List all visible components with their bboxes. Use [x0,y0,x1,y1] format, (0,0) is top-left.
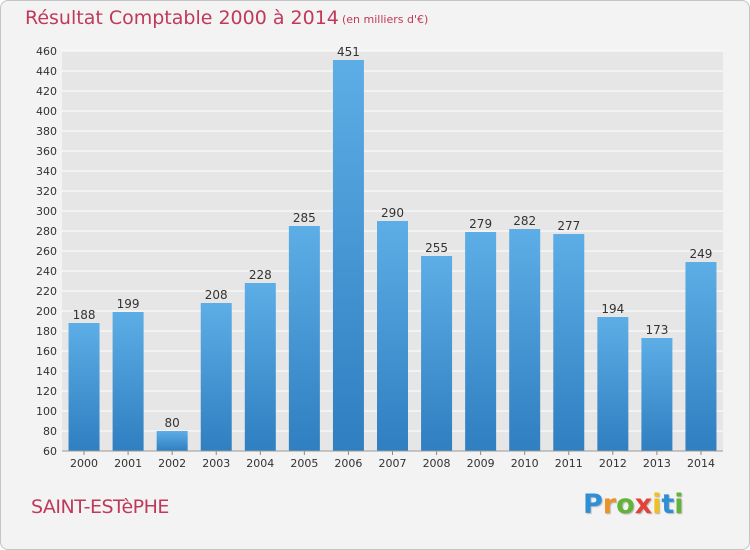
x-tick-label-2004: 2004 [246,457,274,470]
x-tick-label-2008: 2008 [423,457,451,470]
data-label-2007: 290 [381,206,404,220]
data-label-2010: 282 [513,214,536,228]
data-label-2004: 228 [249,268,272,282]
y-tick-label: 60 [43,445,57,458]
data-label-2008: 255 [425,241,448,255]
x-tick-label-2014: 2014 [687,457,715,470]
data-label-2013: 173 [645,323,668,337]
bar-2013 [641,338,673,451]
y-tick-label: 300 [36,205,57,218]
data-label-2011: 277 [557,219,580,233]
y-tick-label: 400 [36,105,57,118]
bar-2005 [288,226,320,451]
y-tick-label: 220 [36,285,57,298]
logo-letter: t [661,489,675,520]
commune-name: SAINT-ESTèPHE [31,496,169,518]
x-tick-label-2012: 2012 [599,457,627,470]
y-tick-label: 280 [36,225,57,238]
data-label-2003: 208 [205,288,228,302]
bar-2001 [112,312,144,451]
x-tick-label-2009: 2009 [467,457,495,470]
bar-2007 [377,221,408,451]
y-tick-label: 380 [36,125,57,138]
x-tick-label-2010: 2010 [511,457,539,470]
logo-letter: o [616,489,635,520]
x-tick-label-2003: 2003 [202,457,230,470]
data-label-2000: 188 [73,308,96,322]
x-tick-label-2011: 2011 [555,457,583,470]
x-tick-label-2002: 2002 [158,457,186,470]
logo-letter: i [652,489,662,520]
bar-2009 [465,232,497,451]
y-tick-label: 460 [36,45,57,58]
y-axis-ticks: 60 80 100 120 140 160 180 200 220 240 260 280 300 320… [36,45,57,458]
x-tick-label-2001: 2001 [114,457,142,470]
proxiti-logo[interactable]: Proxiti [583,489,684,520]
bar-2004 [244,283,276,451]
bars [68,60,717,451]
x-tick-label-2013: 2013 [643,457,671,470]
logo-letter: r [602,489,617,520]
x-axis-ticks: 2000 2001 2002 2003 2004 2005 2006 2007 2008 2009… [70,451,715,470]
y-tick-label: 440 [36,65,57,78]
bar-2014 [685,262,717,451]
chart-title: Résultat Comptable 2000 à 2014 [25,7,339,29]
y-tick-label: 240 [36,265,57,278]
x-tick-label-2005: 2005 [290,457,318,470]
logo-letter: P [583,489,603,520]
y-tick-label: 320 [36,185,57,198]
y-tick-label: 120 [36,385,57,398]
data-label-2006: 451 [337,45,360,59]
bar-2003 [200,303,232,451]
y-tick-label: 180 [36,325,57,338]
x-tick-label-2007: 2007 [379,457,407,470]
data-label-2009: 279 [469,217,492,231]
x-tick-label-2000: 2000 [70,457,98,470]
bar-2010 [509,229,541,451]
x-tick-label-2006: 2006 [334,457,362,470]
y-tick-label: 200 [36,305,57,318]
y-tick-label: 340 [36,165,57,178]
bar-2008 [421,256,453,451]
y-tick-label: 80 [43,425,57,438]
data-label-2012: 194 [601,302,624,316]
logo-letter: x [634,489,653,520]
bar-2006 [332,60,364,451]
logo-letter: i [674,489,684,520]
bar-2012 [597,317,629,451]
y-tick-label: 100 [36,405,57,418]
chart-unit: (en milliers d'€) [342,13,429,26]
bar-2000 [68,323,100,451]
y-tick-label: 420 [36,85,57,98]
data-label-2002: 80 [165,416,180,430]
data-labels: 188 199 80 208 228 285 451 290 255 279 282 277 194 17… [73,45,713,430]
data-label-2001: 199 [117,297,140,311]
data-label-2014: 249 [690,247,713,261]
data-label-2005: 285 [293,211,316,225]
bar-2002 [156,431,188,451]
bar-2011 [553,234,585,451]
y-tick-label: 140 [36,365,57,378]
y-tick-label: 260 [36,245,57,258]
y-tick-label: 360 [36,145,57,158]
y-tick-label: 160 [36,345,57,358]
